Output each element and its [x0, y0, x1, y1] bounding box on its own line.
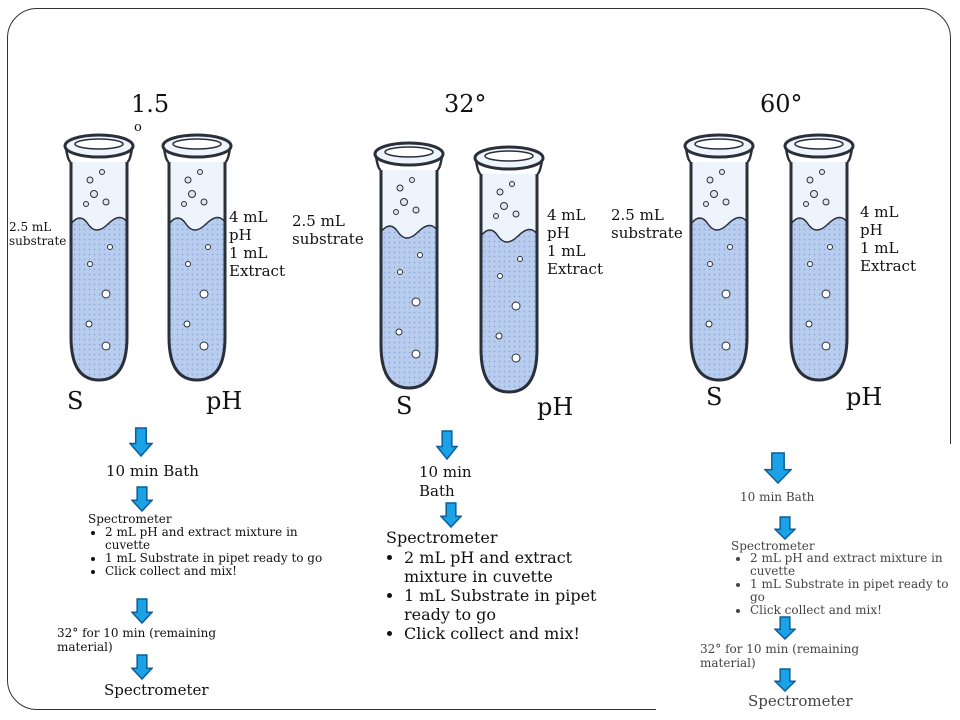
test-tube-ph-3	[783, 133, 855, 382]
down-arrow-icon	[774, 668, 796, 692]
procedure1-incubation: 32° for 10 min (remaining material)	[57, 626, 217, 654]
ph-line3-1: 1 mL	[229, 244, 268, 262]
s-content-2: substrate	[292, 230, 364, 248]
down-arrow-shape	[129, 427, 153, 457]
down-arrow-icon	[131, 654, 153, 680]
ph-line4-2: Extract	[547, 260, 603, 278]
ph-line4-1: Extract	[229, 262, 285, 280]
procedure3-final: Spectrometer	[748, 692, 853, 710]
down-arrow-icon	[436, 430, 458, 460]
down-arrow-icon	[131, 486, 153, 512]
procedure2-bullets: 2 mL pH and extract mixture in cuvette 1…	[386, 548, 624, 643]
down-arrow-icon	[131, 598, 153, 624]
ph-line3-2: 1 mL	[547, 242, 586, 260]
slide-frame	[7, 8, 951, 710]
down-arrow-icon	[764, 452, 792, 484]
test-tube-ph-2	[473, 145, 545, 394]
procedure2-bullet: 2 mL pH and extract mixture in cuvette	[404, 548, 624, 586]
test-tube-ph-1	[161, 133, 233, 382]
procedure1-final: Spectrometer	[104, 681, 209, 699]
procedure3-bullet: 2 mL pH and extract mixture in cuvette	[750, 552, 960, 578]
ph-line1-1: 4 mL	[229, 208, 268, 226]
temperature-label-1: 1.5	[131, 90, 170, 118]
procedure1-bullet: Click collect and mix!	[105, 565, 331, 578]
ph-volume-label-1: 4 mL pH 1 mL Extract	[229, 208, 285, 280]
ph-line2-2: pH	[547, 224, 570, 242]
tube-letter-s-3: S	[706, 383, 723, 411]
procedure3-bullets: 2 mL pH and extract mixture in cuvette 1…	[732, 552, 960, 617]
ph-line1-2: 4 mL	[547, 206, 586, 224]
procedure2-bath-line1: 10 min	[419, 463, 472, 481]
down-arrow-shape	[131, 598, 153, 624]
down-arrow-shape	[440, 502, 462, 528]
test-tube-s-1	[63, 133, 135, 382]
procedure1-bath: 10 min Bath	[106, 462, 199, 480]
down-arrow-shape	[131, 486, 153, 512]
procedure2-bullet: 1 mL Substrate in pipet ready to go	[404, 586, 624, 624]
ph-volume-label-3: 4 mL pH 1 mL Extract	[860, 203, 916, 275]
ph-line2-3: pH	[860, 221, 883, 239]
test-tube-s-2	[373, 141, 445, 390]
down-arrow-shape	[774, 616, 796, 640]
s-content-3: substrate	[611, 224, 683, 242]
down-arrow-shape	[774, 516, 796, 540]
procedure1-bullet: 2 mL pH and extract mixture in cuvette	[105, 526, 331, 552]
procedure3-bath: 10 min Bath	[740, 490, 815, 504]
tube-letter-s-1: S	[67, 387, 84, 415]
down-arrow-icon	[774, 516, 796, 540]
s-volume-2: 2.5 mL	[292, 212, 345, 230]
ph-line4-3: Extract	[860, 257, 916, 275]
tube-letter-s-2: S	[396, 392, 413, 420]
s-volume-1: 2.5 mL	[9, 220, 52, 234]
temperature-label-2: 32°	[444, 90, 487, 118]
down-arrow-shape	[131, 654, 153, 680]
procedure3-spectrometer: Spectrometer	[731, 539, 815, 553]
procedure3-bullet: Click collect and mix!	[750, 604, 960, 617]
procedure2-spectrometer: Spectrometer	[386, 528, 498, 547]
down-arrow-shape	[774, 668, 796, 692]
tube-letter-ph-2: pH	[537, 393, 574, 421]
procedure2-bath: 10 min Bath	[419, 463, 472, 501]
down-arrow-icon	[129, 427, 153, 457]
s-volume-label-3: 2.5 mL substrate	[611, 206, 683, 242]
procedure3-bullet: 1 mL Substrate in pipet ready to go	[750, 578, 960, 604]
ph-volume-label-2: 4 mL pH 1 mL Extract	[547, 206, 603, 278]
procedure2-bath-line2: Bath	[419, 482, 455, 500]
ph-line1-3: 4 mL	[860, 203, 899, 221]
ph-line3-3: 1 mL	[860, 239, 899, 257]
procedure2-bullet: Click collect and mix!	[404, 624, 624, 643]
ph-line2-1: pH	[229, 226, 252, 244]
procedure3-incubation: 32° for 10 min (remaining material)	[700, 642, 860, 670]
down-arrow-icon	[440, 502, 462, 528]
tube-letter-ph-3: pH	[846, 383, 883, 411]
s-volume-label-1: 2.5 mL substrate	[9, 220, 66, 248]
s-volume-label-2: 2.5 mL substrate	[292, 212, 364, 248]
down-arrow-icon	[774, 616, 796, 640]
procedure1-bullet: 1 mL Substrate in pipet ready to go	[105, 552, 331, 565]
down-arrow-shape	[764, 452, 792, 484]
temperature-suffix-1: o	[134, 120, 142, 135]
procedure3-inset: 10 min Bath Spectrometer 2 mL pH and ext…	[656, 444, 960, 720]
test-tube-s-3	[683, 133, 755, 382]
procedure1-spectrometer: Spectrometer	[88, 512, 172, 526]
temperature-label-3: 60°	[760, 90, 803, 118]
procedure1-bullets: 2 mL pH and extract mixture in cuvette 1…	[87, 526, 331, 578]
down-arrow-shape	[436, 430, 458, 460]
s-volume-3: 2.5 mL	[611, 206, 664, 224]
s-content-1: substrate	[9, 234, 67, 248]
tube-letter-ph-1: pH	[206, 387, 243, 415]
